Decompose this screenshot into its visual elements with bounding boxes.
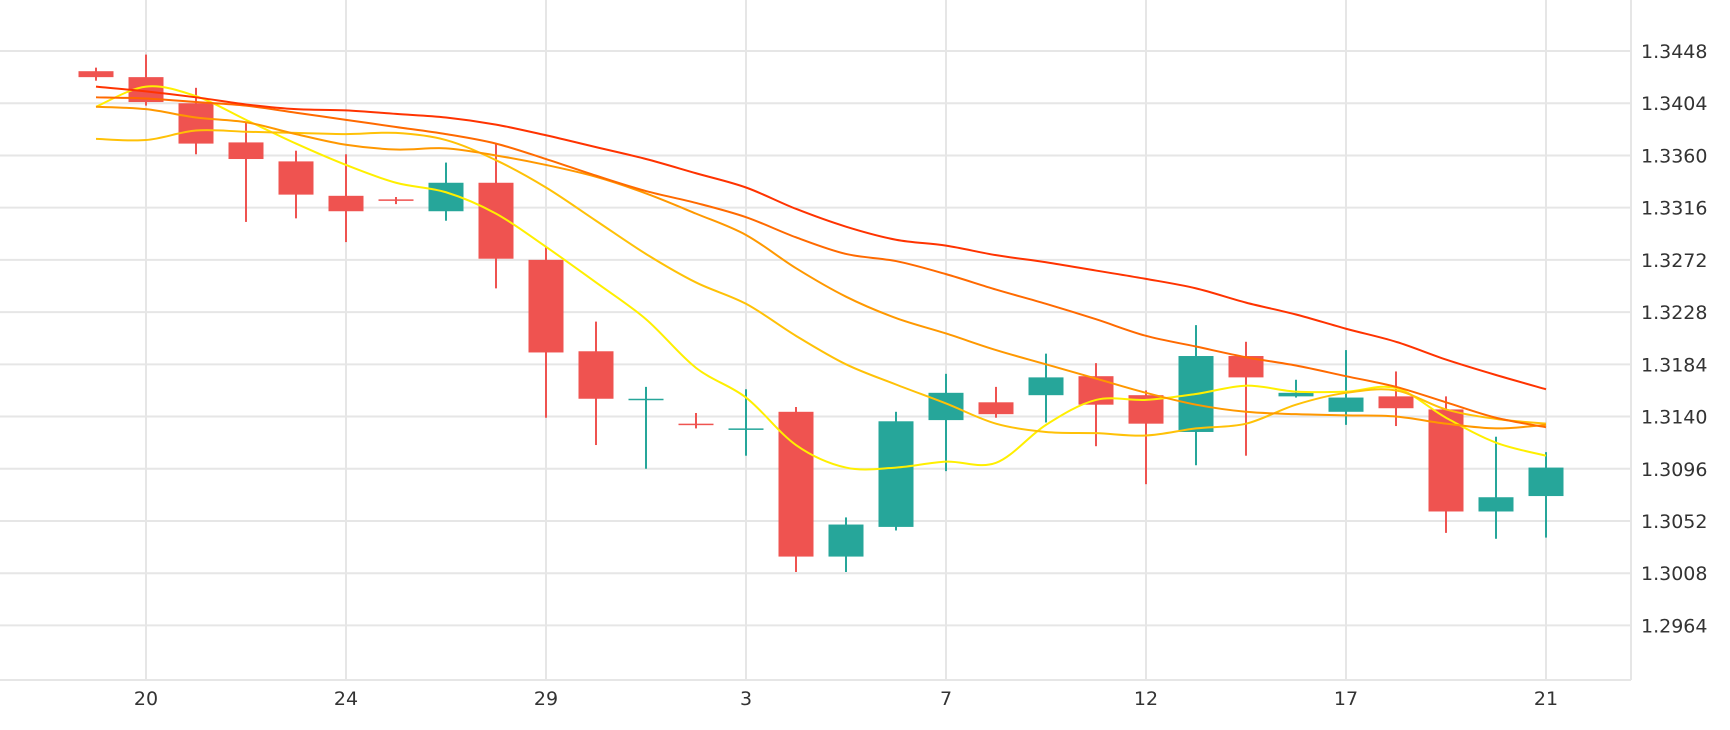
candle-body-up <box>928 392 964 421</box>
y-tick-label: 1.3008 <box>1641 563 1707 585</box>
candle-body-down <box>1378 396 1414 409</box>
ma-orange-line <box>95 105 1547 430</box>
x-tick-label: 24 <box>334 688 358 710</box>
candle-body-down <box>678 423 714 426</box>
candle-body-up <box>878 421 914 527</box>
candle-body-up <box>1028 377 1064 396</box>
candle-body-up <box>1328 397 1364 412</box>
candle-body-up <box>828 524 864 557</box>
x-tick-label: 29 <box>534 688 558 710</box>
candle-body-up <box>1278 392 1314 397</box>
x-tick-label: 20 <box>134 688 158 710</box>
y-tick-label: 1.3096 <box>1641 459 1707 481</box>
y-tick-label: 1.3316 <box>1641 198 1707 220</box>
y-tick-label: 1.3448 <box>1641 41 1707 63</box>
ma-yellow-line <box>95 85 1547 471</box>
y-tick-label: 1.3184 <box>1641 354 1707 376</box>
y-tick-label: 1.3360 <box>1641 145 1707 167</box>
candle-body-up <box>1478 497 1514 512</box>
y-tick-label: 1.3272 <box>1641 250 1707 272</box>
candle-body-down <box>178 103 214 144</box>
candle-body-up <box>628 398 664 401</box>
candle-body-down <box>378 199 414 201</box>
candle-body-up <box>1528 467 1564 497</box>
candle-body-up <box>728 428 764 430</box>
moving-averages <box>95 85 1547 471</box>
x-tick-label: 12 <box>1134 688 1158 710</box>
candle-body-down <box>1228 356 1264 378</box>
axes: 1.3448 1.3404 1.3360 1.3316 1.3272 1.3228 1.31… <box>0 0 1707 710</box>
ma-red-line <box>95 85 1547 391</box>
candle-body-down <box>78 71 114 78</box>
grid <box>0 0 1631 680</box>
candle-body-down <box>328 195 364 212</box>
candle-body-down <box>978 402 1014 415</box>
ma-gold-line <box>95 129 1547 437</box>
y-tick-label: 1.3404 <box>1641 93 1707 115</box>
candle-body-down <box>528 259 564 353</box>
candle-body-down <box>278 161 314 195</box>
x-tick-label: 21 <box>1534 688 1558 710</box>
ma-dark-orange-line <box>95 96 1547 429</box>
y-tick-label: 1.3140 <box>1641 407 1707 429</box>
y-tick-label: 1.2964 <box>1641 615 1707 637</box>
x-tick-label: 7 <box>940 688 952 710</box>
candle-body-down <box>578 351 614 399</box>
y-tick-label: 1.3228 <box>1641 302 1707 324</box>
y-tick-label: 1.3052 <box>1641 511 1707 533</box>
x-tick-label: 17 <box>1334 688 1358 710</box>
candle-body-down <box>1428 409 1464 512</box>
candle-body-down <box>228 142 264 160</box>
x-tick-label: 3 <box>740 688 752 710</box>
